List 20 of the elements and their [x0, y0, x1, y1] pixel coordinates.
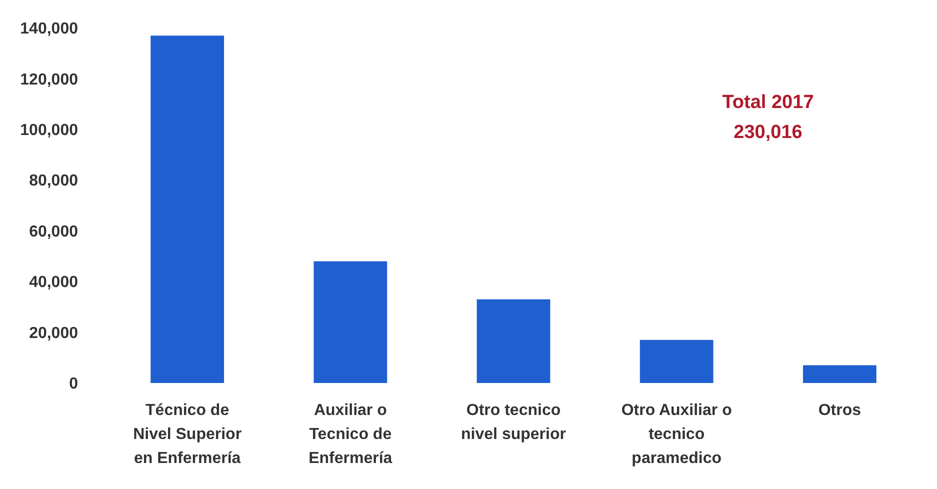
bar	[150, 36, 224, 383]
y-tick-label: 120,000	[20, 71, 78, 88]
bar	[314, 261, 388, 383]
x-tick-label: Otros	[818, 402, 862, 419]
y-tick-label: 100,000	[20, 122, 78, 140]
x-tick-label: Otro Auxiliar o tecnico paramedico	[621, 402, 732, 467]
y-tick-label: 0	[69, 376, 78, 393]
y-tick-label: 40,000	[29, 274, 78, 292]
y-tick-label: 140,000	[20, 20, 78, 38]
y-tick-label: 20,000	[29, 324, 78, 342]
x-tick-label: Auxiliar o Tecnico de Enfermería	[308, 402, 392, 467]
bar	[640, 340, 714, 383]
x-tick-label: Técnico de Nivel Superior en Enfermería	[133, 402, 242, 467]
y-tick-label: 60,000	[29, 223, 78, 240]
bar	[476, 299, 550, 383]
annotation: Total 2017	[722, 92, 814, 113]
y-tick-label: 80,000	[29, 172, 78, 190]
x-tick-label: Otro tecnico nivel superior	[461, 402, 566, 443]
bar	[802, 365, 876, 383]
annotation: 230,016	[734, 122, 802, 143]
